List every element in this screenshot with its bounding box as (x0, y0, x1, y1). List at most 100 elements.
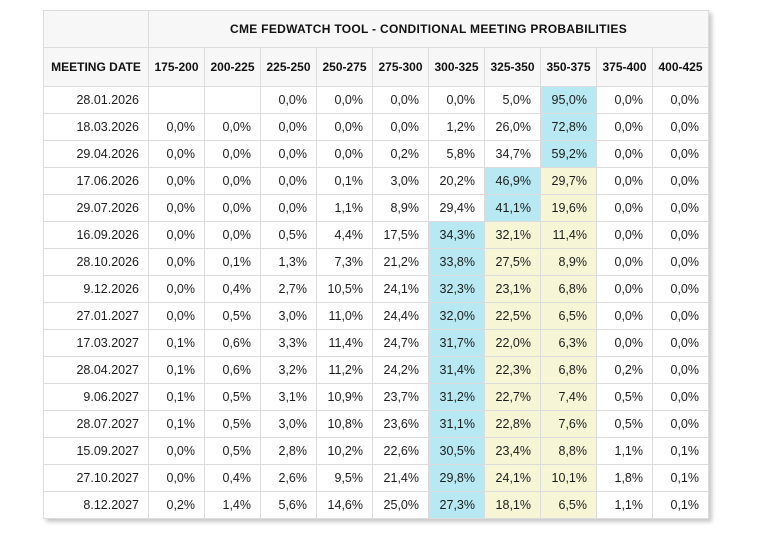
probability-cell: 0,1% (148, 329, 205, 357)
probability-cell: 0,0% (652, 167, 709, 195)
probability-cell: 0,0% (596, 167, 653, 195)
probability-cell (148, 86, 205, 114)
meeting-date-cell: 28.10.2026 (43, 248, 149, 276)
rate-column-header: 375-400 (596, 47, 653, 87)
meeting-date-cell: 29.04.2026 (43, 140, 149, 168)
probability-cell: 0,0% (316, 86, 373, 114)
probability-cell: 24,1% (372, 275, 429, 303)
probability-cell: 7,4% (540, 383, 597, 411)
meeting-date-cell: 27.01.2027 (43, 302, 149, 330)
table-row: 15.09.2027 0,0% 0,5% 2,8% 10,2% 22,6% 30,5% 23,… (43, 437, 709, 465)
probability-cell: 3,0% (260, 302, 317, 330)
probability-cell: 24,7% (372, 329, 429, 357)
table-row: 28.01.2026 0,0% 0,0% 0,0% 0,0% 5,0% 95,0% 0,0% 0… (43, 86, 709, 114)
probability-cell: 32,3% (428, 275, 485, 303)
probability-cell: 23,4% (484, 437, 541, 465)
probability-cell: 0,0% (148, 140, 205, 168)
probability-cell: 0,0% (596, 248, 653, 276)
probability-cell: 0,0% (316, 140, 373, 168)
meeting-date-cell: 16.09.2026 (43, 221, 149, 249)
probability-cell: 0,0% (148, 194, 205, 222)
probability-cell: 27,5% (484, 248, 541, 276)
probability-cell: 0,2% (596, 356, 653, 384)
probability-cell: 0,1% (652, 437, 709, 465)
probability-cell: 20,2% (428, 167, 485, 195)
probability-cell: 10,8% (316, 410, 373, 438)
probability-cell: 0,0% (596, 221, 653, 249)
rate-column-header: 350-375 (540, 47, 597, 87)
rate-column-header: 400-425 (652, 47, 709, 87)
probability-cell: 8,9% (372, 194, 429, 222)
table-row: 9.12.2026 0,0% 0,4% 2,7% 10,5% 24,1% 32,3% 23,1… (43, 275, 709, 303)
probability-cell: 7,3% (316, 248, 373, 276)
probability-cell: 0,0% (652, 329, 709, 357)
probability-cell: 0,0% (204, 140, 261, 168)
probability-cell: 0,5% (596, 410, 653, 438)
probability-cell: 11,2% (316, 356, 373, 384)
probability-cell: 0,6% (204, 356, 261, 384)
table-row: 29.07.2026 0,0% 0,0% 0,0% 1,1% 8,9% 29,4% 41,1%… (43, 194, 709, 222)
probability-cell: 23,6% (372, 410, 429, 438)
table-row: 28.04.2027 0,1% 0,6% 3,2% 11,2% 24,2% 31,4% 22,… (43, 356, 709, 384)
probability-cell (204, 86, 261, 114)
probability-cell: 0,0% (596, 140, 653, 168)
probability-cell: 5,8% (428, 140, 485, 168)
probability-cell: 0,1% (148, 410, 205, 438)
probability-cell: 3,0% (260, 410, 317, 438)
probability-cell: 0,5% (204, 410, 261, 438)
fedwatch-table-card: CME FEDWATCH TOOL - CONDITIONAL MEETING … (43, 10, 709, 519)
probability-cell: 0,5% (204, 437, 261, 465)
meeting-date-cell: 17.03.2027 (43, 329, 149, 357)
probability-cell: 0,0% (260, 140, 317, 168)
table-row: 8.12.2027 0,2% 1,4% 5,6% 14,6% 25,0% 27,3% 18,1… (43, 491, 709, 519)
probability-cell: 0,0% (148, 437, 205, 465)
probability-cell: 2,7% (260, 275, 317, 303)
probability-cell: 0,0% (652, 410, 709, 438)
probability-cell: 31,2% (428, 383, 485, 411)
probability-cell: 24,1% (484, 464, 541, 492)
table-row: 27.01.2027 0,0% 0,5% 3,0% 11,0% 24,4% 32,0% 22,… (43, 302, 709, 330)
probability-cell: 29,4% (428, 194, 485, 222)
probability-cell: 23,7% (372, 383, 429, 411)
probability-cell: 34,7% (484, 140, 541, 168)
probability-cell: 0,0% (652, 383, 709, 411)
probability-cell: 0,0% (148, 464, 205, 492)
probability-cell: 14,6% (316, 491, 373, 519)
probability-cell: 1,2% (428, 113, 485, 141)
probability-cell: 29,8% (428, 464, 485, 492)
meeting-date-cell: 18.03.2026 (43, 113, 149, 141)
probability-cell: 0,0% (652, 356, 709, 384)
probability-cell: 6,3% (540, 329, 597, 357)
probability-cell: 11,4% (316, 329, 373, 357)
probability-cell: 0,0% (148, 302, 205, 330)
table-title: CME FEDWATCH TOOL - CONDITIONAL MEETING … (148, 10, 709, 48)
probability-cell: 0,0% (204, 113, 261, 141)
probability-cell: 0,0% (372, 113, 429, 141)
probability-cell: 1,3% (260, 248, 317, 276)
probability-cell: 18,1% (484, 491, 541, 519)
probability-cell: 0,1% (652, 464, 709, 492)
probability-cell: 19,6% (540, 194, 597, 222)
probability-cell: 24,2% (372, 356, 429, 384)
probability-cell: 0,1% (148, 356, 205, 384)
probability-cell: 0,0% (148, 221, 205, 249)
meeting-date-cell: 27.10.2027 (43, 464, 149, 492)
probability-cell: 10,9% (316, 383, 373, 411)
probability-cell: 17,5% (372, 221, 429, 249)
column-header-row: MEETING DATE 175-200 200-225 225-250 250-27… (43, 47, 709, 87)
probability-cell: 32,1% (484, 221, 541, 249)
probability-cell: 1,1% (316, 194, 373, 222)
probability-cell: 0,0% (652, 248, 709, 276)
meeting-date-cell: 17.06.2026 (43, 167, 149, 195)
probability-cell: 0,0% (652, 302, 709, 330)
probability-cell: 33,8% (428, 248, 485, 276)
probability-cell: 2,8% (260, 437, 317, 465)
probability-cell: 22,6% (372, 437, 429, 465)
table-row: 17.03.2027 0,1% 0,6% 3,3% 11,4% 24,7% 31,7% 22,… (43, 329, 709, 357)
meeting-date-header: MEETING DATE (43, 47, 149, 87)
corner-cell (43, 10, 149, 48)
probability-cell: 3,0% (372, 167, 429, 195)
probability-cell: 0,1% (652, 491, 709, 519)
probability-cell: 0,1% (316, 167, 373, 195)
probability-cell: 0,1% (204, 248, 261, 276)
